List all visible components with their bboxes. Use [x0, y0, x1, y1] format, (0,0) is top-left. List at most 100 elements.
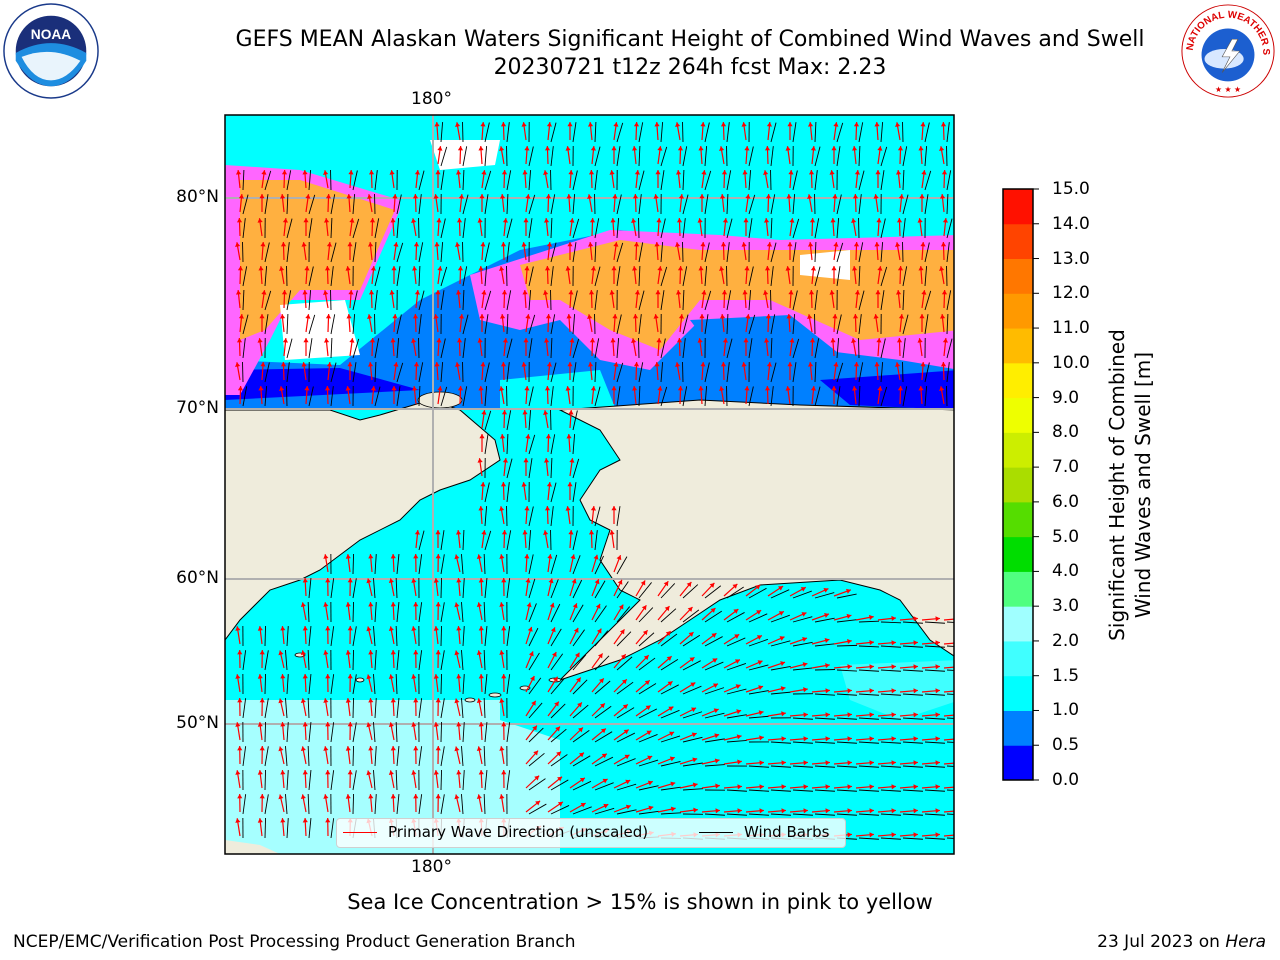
wind-barb: [528, 506, 534, 527]
wave-direction-arrowhead: [611, 266, 617, 271]
wind-barb: [594, 605, 607, 623]
wind-barb: [814, 617, 835, 623]
wind-barb: [396, 602, 400, 623]
wind-barb: [462, 194, 469, 215]
wind-barb: [462, 626, 465, 647]
wind-barb: [770, 314, 776, 335]
wave-direction-arrowhead: [940, 242, 947, 247]
wave-direction-arrowhead: [501, 290, 508, 295]
wave-direction-arrowhead: [803, 736, 808, 742]
wave-direction-arrowhead: [669, 731, 675, 737]
wave-direction-arrowhead: [633, 362, 640, 367]
wind-barb: [682, 634, 701, 647]
wind-barb: [836, 314, 842, 335]
wave-direction-arrowhead: [567, 482, 573, 487]
wind-barb: [704, 146, 708, 167]
wave-direction-arrowhead: [235, 362, 241, 367]
wave-direction-arrowhead: [499, 794, 505, 799]
wave-direction-arrowhead: [590, 506, 596, 511]
wave-direction-arrowhead: [390, 650, 396, 655]
wind-barb: [572, 170, 578, 191]
wave-direction-arrowhead: [874, 362, 880, 367]
wave-direction-arrowhead: [877, 146, 883, 151]
wind-barb: [528, 218, 533, 239]
wave-direction-arrowhead: [763, 290, 769, 295]
wind-barb: [594, 122, 597, 143]
wind-barb: [704, 266, 708, 287]
wind-barb: [924, 386, 928, 407]
wind-barb: [352, 553, 355, 575]
wind-barb: [616, 681, 634, 695]
wind-barb: [396, 218, 400, 239]
wind-barb: [418, 530, 425, 551]
wind-barb: [594, 386, 601, 407]
wind-barb: [880, 669, 901, 672]
colorbar-tick-label: 11.0: [1052, 318, 1090, 339]
wind-barb: [396, 554, 400, 575]
colorbar-bin-9.0: [1003, 362, 1033, 399]
wave-direction-arrowhead: [236, 218, 243, 223]
wind-barb: [924, 645, 945, 648]
wind-barb: [528, 778, 546, 791]
wind-barb: [264, 746, 269, 767]
wave-direction-arrowhead: [734, 634, 740, 639]
colorbar-tick-label: 4.0: [1052, 561, 1080, 582]
wind-barb: [660, 786, 681, 791]
wave-direction-arrowhead: [676, 218, 683, 223]
wind-barb: [836, 669, 857, 672]
wave-direction-arrowhead: [521, 482, 527, 487]
wind-barb: [836, 741, 857, 744]
wave-direction-arrowhead: [719, 386, 725, 391]
wind-barb: [682, 218, 686, 239]
wave-direction-arrowhead: [323, 794, 329, 799]
wind-barb: [352, 362, 357, 383]
wave-direction-arrowhead: [412, 386, 418, 391]
wind-barb: [242, 650, 247, 671]
wind-barb: [902, 194, 909, 215]
wind-barb: [924, 122, 930, 143]
wave-direction-arrowhead: [480, 362, 486, 367]
wind-barb: [396, 362, 404, 383]
wave-direction-arrowhead: [690, 682, 696, 688]
wave-direction-arrowhead: [393, 362, 399, 367]
wave-direction-arrowhead: [720, 314, 726, 319]
wave-direction-arrowhead: [237, 386, 244, 391]
wind-barb: [704, 585, 722, 599]
wind-barb: [440, 290, 445, 311]
wave-direction-arrowhead: [476, 650, 482, 656]
wind-barb: [264, 170, 272, 191]
wave-direction-arrowhead: [280, 362, 287, 367]
wind-barb: [440, 625, 443, 647]
wind-barb: [572, 410, 578, 431]
wave-direction-arrowhead: [787, 362, 793, 367]
wave-direction-arrowhead: [433, 578, 439, 583]
wind-barb: [483, 601, 486, 623]
wind-barb: [352, 697, 355, 719]
wind-barb: [660, 684, 679, 695]
wind-barb: [264, 314, 269, 335]
wave-direction-arrowhead: [524, 266, 530, 271]
colorbar-bin-6.0: [1003, 467, 1033, 503]
wave-direction-arrow: [943, 762, 954, 765]
wave-direction-arrowhead: [913, 736, 918, 742]
footer-date: 23 Jul 2023 on Hera: [1097, 932, 1266, 952]
wave-direction-arrowhead: [874, 122, 880, 127]
wave-direction-arrowhead: [691, 732, 697, 738]
wave-direction-arrowhead: [809, 218, 816, 223]
colorbar-bin-7.0: [1003, 432, 1033, 468]
wave-direction-arrowhead: [675, 362, 681, 367]
wind-barb: [484, 122, 490, 143]
wave-direction-arrowhead: [349, 218, 355, 223]
wave-direction-arrowhead: [345, 554, 351, 559]
wave-direction-arrowhead: [326, 362, 332, 367]
wave-direction-arrowhead: [701, 290, 707, 295]
wind-barb: [352, 578, 357, 599]
wind-barb: [814, 170, 818, 191]
wave-direction-arrowhead: [323, 170, 329, 175]
wave-direction-arrowhead: [763, 170, 769, 175]
wind-barb: [330, 770, 335, 791]
wave-direction-arrowhead: [825, 784, 830, 790]
wave-direction-arrowhead: [940, 122, 947, 127]
wave-direction-arrowhead: [620, 654, 626, 660]
wave-direction-arrowhead: [957, 832, 961, 837]
